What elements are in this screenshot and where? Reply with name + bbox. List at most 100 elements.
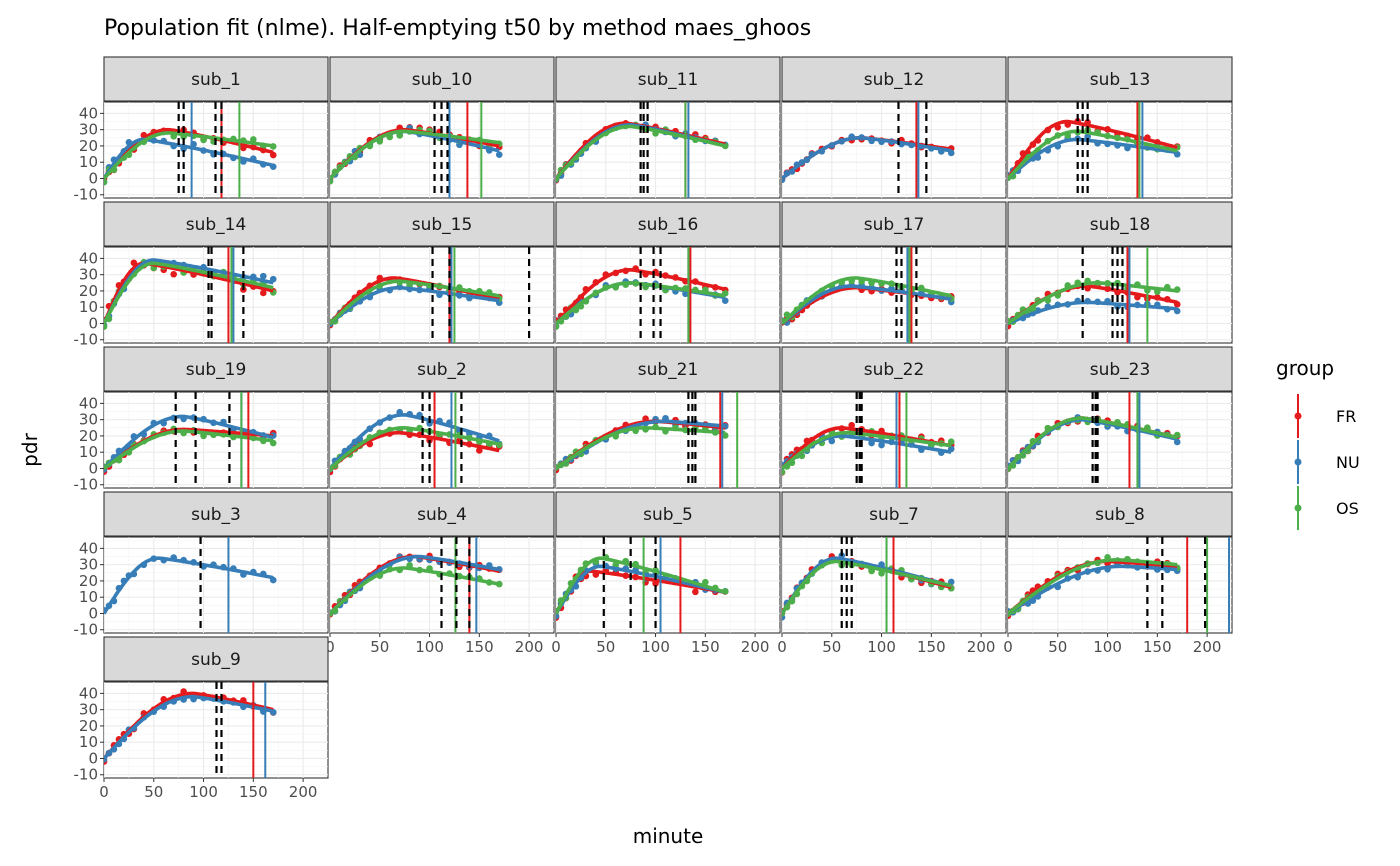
strip-label: sub_21 — [638, 360, 699, 380]
strip-label: sub_18 — [1090, 215, 1151, 235]
x-tick-label: 0 — [1003, 638, 1013, 656]
x-tick-label: 0 — [777, 638, 787, 656]
data-point-FR — [692, 588, 699, 596]
gridlines — [1008, 392, 1232, 488]
legend-item-OS: OS — [1294, 486, 1359, 530]
panel-background — [103, 246, 329, 344]
legend-item-FR: FR — [1294, 394, 1356, 438]
x-tick-label: 150 — [465, 638, 494, 656]
data-point-NU — [721, 297, 729, 304]
panel-background — [555, 101, 781, 199]
panel-background — [103, 391, 329, 489]
strip-sub_12 — [781, 56, 1007, 102]
panel-sub_15: sub_15 — [329, 201, 555, 344]
strip-label: sub_4 — [417, 505, 467, 525]
y-tick-label: -10 — [74, 186, 99, 204]
data-point-OS — [104, 178, 108, 186]
panel-sub_12: sub_12 — [781, 56, 1007, 199]
fit-line-NU — [104, 694, 274, 760]
strip-sub_14 — [103, 201, 329, 247]
fit-line-NU — [104, 137, 274, 180]
panel-sub_8: sub_8 0 50 100 150 200 — [1003, 491, 1233, 656]
strip-label: sub_11 — [638, 70, 699, 90]
y-tick-label: 40 — [79, 394, 98, 412]
strip-label: sub_1 — [191, 70, 241, 90]
y-tick-label: -10 — [74, 621, 99, 639]
y-tick-label: 40 — [79, 684, 98, 702]
x-tick-label: 100 — [867, 638, 896, 656]
strip-label: sub_8 — [1095, 505, 1145, 525]
x-tick-label: 0 — [99, 783, 109, 801]
x-tick-label: 50 — [370, 638, 389, 656]
x-tick-label: 150 — [239, 783, 268, 801]
x-tick-label: 150 — [691, 638, 720, 656]
strip-sub_3 — [103, 491, 329, 537]
chart-title: Population fit (nlme). Half-emptying t50… — [104, 16, 811, 41]
panel-sub_17: sub_17 — [781, 201, 1007, 344]
x-tick-label: 200 — [741, 638, 770, 656]
fit-line-OS — [330, 566, 500, 615]
x-tick-label: 50 — [144, 783, 163, 801]
x-tick-label: 50 — [822, 638, 841, 656]
fit-line-OS — [556, 426, 726, 470]
panel-background — [1007, 391, 1233, 489]
strip-label: sub_14 — [186, 215, 247, 235]
panel-sub_2: sub_2 — [329, 346, 555, 489]
x-tick-label: 200 — [289, 783, 318, 801]
legend-label: FR — [1336, 407, 1356, 426]
strip-sub_2 — [329, 346, 555, 392]
fit-line-OS — [1008, 558, 1178, 615]
y-tick-label: 20 — [79, 137, 98, 155]
fit-line-OS — [782, 559, 952, 615]
legend-title: group — [1276, 356, 1334, 380]
strip-sub_22 — [781, 346, 1007, 392]
y-tick-label: 10 — [79, 298, 98, 316]
y-tick-label: 10 — [79, 588, 98, 606]
legend-label: OS — [1336, 499, 1359, 518]
legend: group FR NU OS — [1276, 356, 1360, 530]
strip-label: sub_5 — [643, 505, 693, 525]
y-tick-label: 20 — [79, 427, 98, 445]
y-tick-label: 30 — [79, 701, 98, 719]
panel-background — [781, 101, 1007, 199]
gridlines — [782, 102, 1006, 198]
data-point-OS — [330, 177, 334, 185]
fit-line-OS — [782, 430, 952, 470]
x-tick-label: 200 — [967, 638, 996, 656]
strip-sub_11 — [555, 56, 781, 102]
fit-line-NU — [1008, 300, 1178, 326]
fit-line-OS — [1008, 129, 1178, 180]
strip-sub_17 — [781, 201, 1007, 247]
x-tick-label: 0 — [551, 638, 561, 656]
strip-label: sub_23 — [1090, 360, 1151, 380]
gridlines — [556, 102, 780, 198]
x-tick-label: 150 — [917, 638, 946, 656]
legend-key-point — [1294, 412, 1302, 420]
y-tick-label: 10 — [79, 153, 98, 171]
x-axis-title: minute — [633, 824, 704, 848]
data-point-OS — [396, 132, 403, 139]
y-tick-label: 0 — [88, 749, 98, 767]
strip-label: sub_9 — [191, 650, 241, 670]
fit-line-OS — [556, 556, 726, 615]
y-tick-label: 40 — [79, 539, 98, 557]
strip-label: sub_17 — [864, 215, 925, 235]
panel-sub_21: sub_21 — [555, 346, 781, 489]
data-point-OS — [556, 323, 560, 330]
y-tick-label: 10 — [79, 443, 98, 461]
y-tick-label: -10 — [74, 476, 99, 494]
strip-sub_23 — [1007, 346, 1233, 392]
strip-sub_1 — [103, 56, 329, 102]
y-axis-title: pdr — [18, 432, 42, 466]
fit-line-OS — [330, 279, 500, 325]
strip-label: sub_19 — [186, 360, 247, 380]
panel-background — [555, 536, 781, 634]
fit-line-OS — [330, 426, 500, 470]
fit-line-OS — [330, 129, 500, 180]
strip-label: sub_15 — [412, 215, 473, 235]
legend-label: NU — [1336, 453, 1360, 472]
y-tick-label: 30 — [79, 266, 98, 284]
panel-sub_23: sub_23 — [1007, 346, 1233, 489]
